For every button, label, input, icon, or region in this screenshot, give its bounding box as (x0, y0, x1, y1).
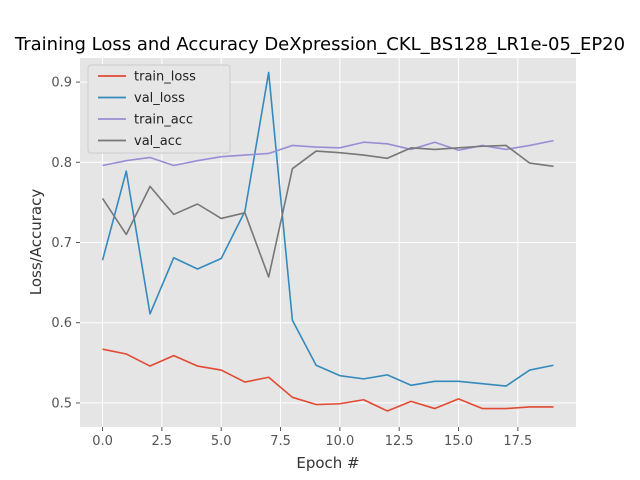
x-tick-label: 15.0 (444, 434, 473, 449)
legend-label: val_acc (134, 134, 182, 149)
legend-label: train_loss (134, 70, 196, 85)
x-tick-label: 12.5 (385, 434, 414, 449)
y-tick-label: 0.8 (51, 156, 72, 171)
x-tick-label: 2.5 (152, 434, 173, 449)
series-line-val-acc (101, 144, 554, 278)
x-tick-label: 7.5 (270, 434, 291, 449)
tick-labels: 0.0 2.5 5.0 7.5 10.0 12.5 15.0 17.5 0.5 0.6 0.7 0.8… (51, 76, 532, 449)
legend-box (87, 64, 231, 154)
legend-label: train_acc (134, 113, 193, 128)
x-tick-label: 10.0 (325, 434, 354, 449)
y-axis-label: Loss/Accuracy (27, 189, 45, 296)
x-tick-label: 0.0 (92, 434, 113, 449)
x-axis-label: Epoch # (296, 454, 359, 472)
series-line-val-loss (101, 71, 554, 387)
y-tick-label: 0.5 (51, 396, 72, 411)
legend-label: val_loss (134, 91, 185, 106)
y-tick-label: 0.9 (51, 76, 72, 91)
y-tick-label: 0.6 (51, 316, 72, 331)
legend: train_loss val_loss train_acc val_acc (87, 64, 231, 154)
series-lines (101, 71, 554, 412)
y-tick-label: 0.7 (51, 236, 72, 251)
x-tick-label: 17.5 (503, 434, 532, 449)
chart-title: Training Loss and Accuracy DeXpression_C… (14, 34, 625, 55)
series-line-train-loss (102, 348, 554, 412)
x-tick-label: 5.0 (211, 434, 232, 449)
